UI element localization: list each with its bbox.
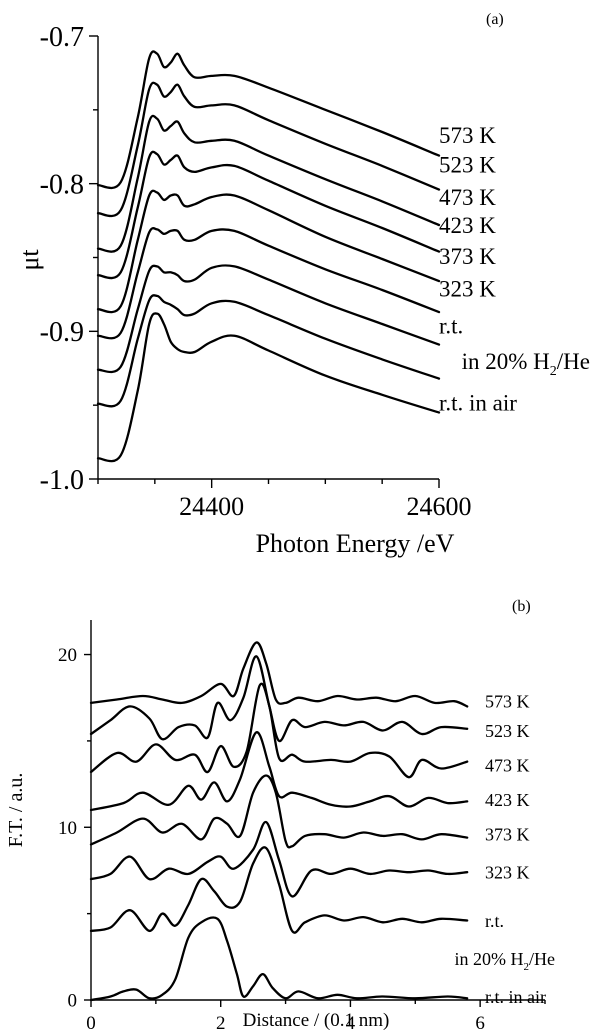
panel-b-series-line [89, 846, 469, 934]
panel-b-annotation-prefix: in 20% H [455, 949, 524, 969]
panel-b-series-line [89, 682, 469, 779]
panel-b-x-tick-label: 2 [216, 1013, 226, 1030]
panel-a-curve-label: 373 K [439, 244, 496, 269]
panel-b-curve-label: r.t. in air [485, 987, 546, 1007]
panel-b-series-line [89, 820, 469, 898]
panel-b-curve-label: 323 K [485, 862, 530, 882]
panel-a-series [96, 50, 441, 463]
panel-b-curve-label: 573 K [485, 691, 530, 711]
panel-b-curve-label: 373 K [485, 824, 530, 844]
panel-b-x-tick-label: 4 [346, 1013, 356, 1030]
panel-a-x-tick-label: 24400 [179, 492, 244, 521]
panel-b-series-line [89, 731, 469, 812]
panel-a-annotation-subscript: 2 [550, 364, 557, 379]
panel-b-series [89, 641, 469, 1002]
panel-a-curve-label: 323 K [439, 277, 496, 302]
panel-a-curve-label: 423 K [439, 213, 496, 238]
panel-a-y-tick-label: -0.7 [40, 22, 84, 53]
panel-b-series-line [89, 916, 469, 1002]
panel-b-annotation-suffix: /He [529, 949, 555, 969]
panel-b-y-ticks: 0 10 20 [58, 645, 91, 1012]
panel-a-y-tick-label: -1.0 [40, 465, 84, 496]
panel-b-y-tick-label: 10 [58, 818, 77, 839]
panel-a-label: (a) [486, 11, 504, 28]
panel-a-series-line [96, 114, 441, 253]
panel-a-curve-label: 523 K [439, 153, 496, 178]
panel-b-series-line [89, 641, 469, 708]
panel-a-series-line [96, 312, 441, 463]
panel-b-x-ticks: 0 2 4 6 [86, 1000, 546, 1030]
panel-a-y-ticks: -1.0 -0.9 -0.8 -0.7 [40, 22, 98, 496]
panel-b-series-line [89, 774, 469, 849]
panel-a-annotation-suffix: /He [557, 349, 590, 374]
panel-a-x-axis-label: Photon Energy /eV [256, 529, 455, 558]
panel-b-curve-label: r.t. [485, 911, 504, 931]
panel-a-series-line [96, 81, 441, 218]
panel-a-h2-annotation: in 20% H2/He [462, 349, 590, 379]
panel-b-annotation-subscript: 2 [524, 961, 530, 973]
panel-a-series-line [96, 264, 441, 374]
panel-b-curve-label: 423 K [485, 790, 530, 810]
panel-a-curve-label: 473 K [439, 185, 496, 210]
panel-a-x-tick-label: 24600 [407, 492, 472, 521]
panel-b-series-line [89, 655, 469, 743]
panel-a-y-tick-label: -0.8 [40, 169, 84, 200]
panel-a-curve-labels: 573 K 523 K 473 K 423 K 373 K 323 K r.t. r.t. i… [439, 123, 517, 415]
panel-b-ft-chart: (b) F.T. / a.u. Distance / (0.1 nm) 0 10 2… [5, 598, 555, 1030]
panel-b-x-tick-label: 0 [86, 1013, 96, 1030]
panel-a-xanes-chart: (a) μt Photon Energy /eV -1.0 -0.9 -0.8 -0.… [15, 11, 590, 558]
panel-a-curve-label: r.t. in air [439, 390, 517, 415]
panel-a-curve-label: 573 K [439, 123, 496, 148]
panel-b-curve-label: 523 K [485, 721, 530, 741]
panel-a-series-line [96, 189, 441, 314]
panel-a-series-line [96, 50, 441, 190]
panel-a-series-line [96, 294, 441, 408]
panel-a-x-ticks: 24400 24600 [97, 479, 472, 521]
panel-b-y-axis-label: F.T. / a.u. [5, 773, 27, 848]
panel-b-x-tick-label: 6 [475, 1013, 485, 1030]
panel-a-y-axis-label: μt [15, 249, 44, 271]
panel-a-series-line [96, 227, 441, 340]
panel-b-label: (b) [512, 598, 531, 615]
panel-b-y-tick-label: 0 [68, 991, 78, 1012]
panel-a-y-tick-label: -0.9 [40, 317, 84, 348]
panel-b-h2-annotation: in 20% H2/He [455, 949, 556, 973]
panel-b-curve-label: 473 K [485, 755, 530, 775]
panel-a-series-line [96, 150, 441, 280]
panel-a-annotation-prefix: in 20% H [462, 349, 550, 374]
panel-b-curve-labels: 573 K 523 K 473 K 423 K 373 K 323 K r.t. r.t. i… [485, 691, 546, 1006]
panel-a-curve-label: r.t. [439, 313, 463, 338]
panel-b-x-axis-label: Distance / (0.1 nm) [243, 1010, 390, 1030]
panel-b-y-tick-label: 20 [58, 645, 77, 666]
